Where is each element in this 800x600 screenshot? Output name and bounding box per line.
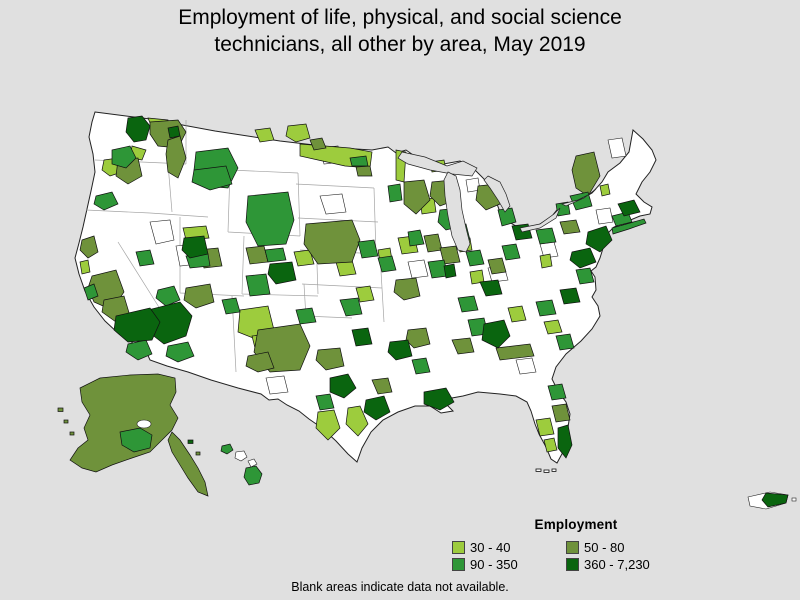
legend-label: 360 - 7,230 — [584, 557, 650, 572]
footnote: Blank areas indicate data not available. — [291, 580, 509, 594]
legend-item: 360 - 7,230 — [566, 557, 700, 572]
legend-label: 30 - 40 — [470, 540, 511, 555]
legend-swatch-90-350 — [452, 558, 465, 571]
legend-swatch-360-7230 — [566, 558, 579, 571]
page-title: Employment of life, physical, and social… — [178, 6, 622, 56]
legend-label: 50 - 80 — [584, 540, 625, 555]
map-areas-50-80[interactable] — [79, 119, 601, 423]
legend-item: 30 - 40 — [452, 540, 566, 555]
legend-swatch-30-40 — [452, 541, 465, 554]
alaska[interactable] — [57, 373, 209, 497]
legend-item: 90 - 350 — [452, 557, 566, 572]
puerto-rico[interactable] — [747, 491, 797, 510]
great-lakes — [397, 151, 597, 253]
legend: Employment 30 - 40 50 - 80 90 - 350 360 … — [452, 517, 700, 572]
legend-swatch-50-80 — [566, 541, 579, 554]
legend-item: 50 - 80 — [566, 540, 700, 555]
florida-keys — [535, 468, 557, 473]
legend-title: Employment — [534, 517, 618, 532]
hawaii[interactable] — [220, 443, 263, 486]
legend-label: 90 - 350 — [470, 557, 518, 572]
legend-items: 30 - 40 50 - 80 90 - 350 360 - 7,230 — [452, 540, 700, 572]
